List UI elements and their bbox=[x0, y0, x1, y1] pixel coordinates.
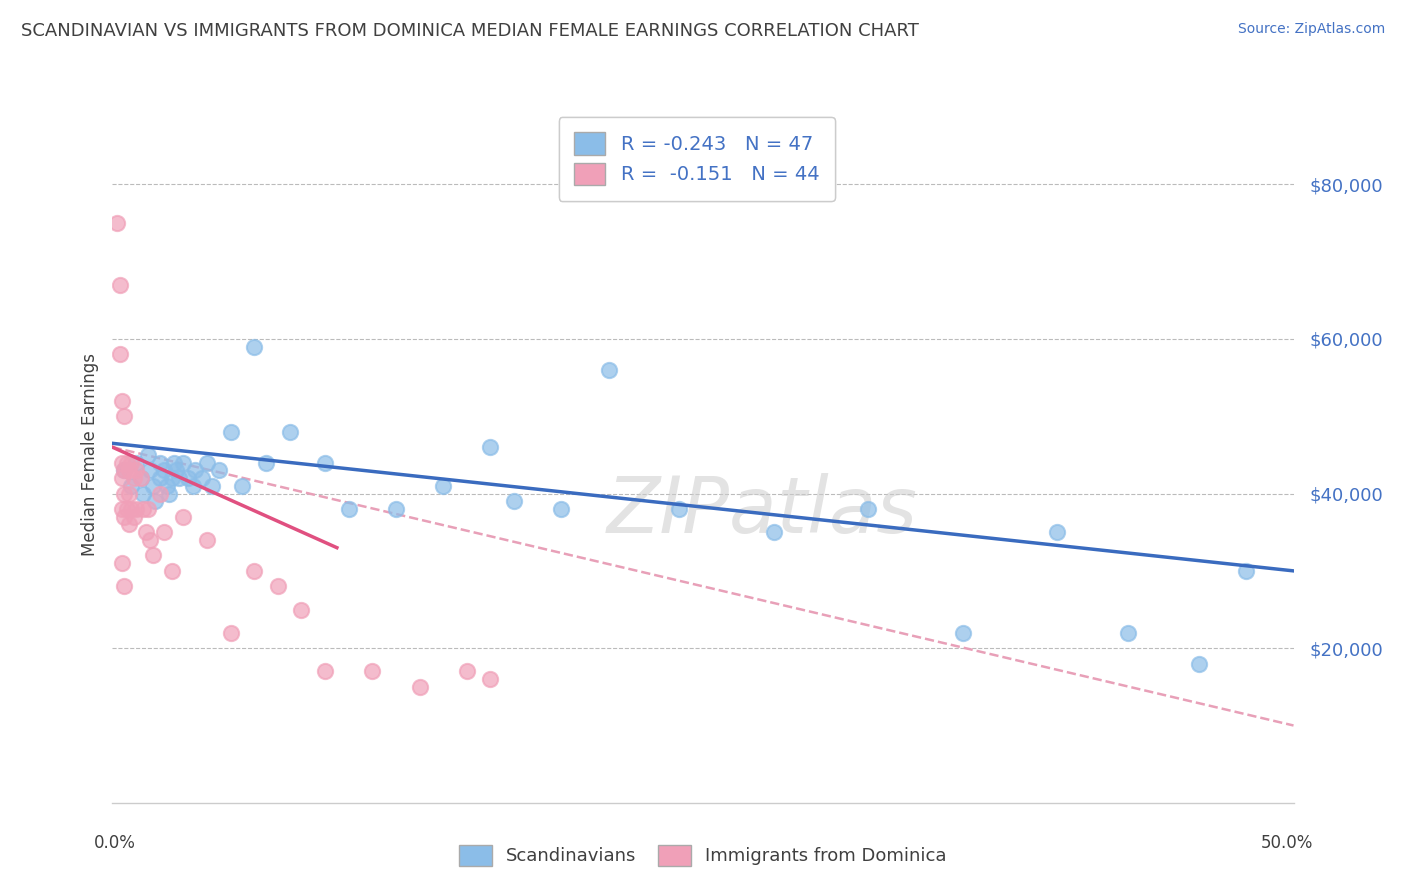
Point bbox=[314, 456, 336, 470]
Point bbox=[1234, 564, 1257, 578]
Point bbox=[111, 393, 134, 408]
Point bbox=[479, 672, 502, 686]
Point bbox=[361, 665, 384, 679]
Point bbox=[112, 579, 135, 593]
Point bbox=[153, 463, 176, 477]
Point bbox=[153, 525, 176, 540]
Point bbox=[201, 479, 224, 493]
Point bbox=[112, 463, 135, 477]
Point bbox=[157, 486, 180, 500]
Y-axis label: Median Female Earnings: Median Female Earnings bbox=[80, 353, 98, 557]
Point bbox=[111, 456, 134, 470]
Point bbox=[105, 216, 128, 230]
Point bbox=[149, 486, 172, 500]
Point bbox=[108, 347, 131, 361]
Point bbox=[122, 471, 145, 485]
Point bbox=[149, 456, 172, 470]
Point bbox=[195, 533, 218, 547]
Point bbox=[191, 471, 214, 485]
Text: Source: ZipAtlas.com: Source: ZipAtlas.com bbox=[1237, 22, 1385, 37]
Point bbox=[139, 463, 162, 477]
Point bbox=[337, 502, 360, 516]
Point bbox=[120, 479, 142, 493]
Point bbox=[231, 479, 253, 493]
Point bbox=[129, 471, 152, 485]
Point bbox=[172, 509, 194, 524]
Point bbox=[278, 425, 301, 439]
Point bbox=[142, 549, 165, 563]
Point bbox=[243, 564, 266, 578]
Point bbox=[156, 479, 179, 493]
Point bbox=[184, 463, 207, 477]
Point bbox=[181, 479, 204, 493]
Point bbox=[149, 471, 172, 485]
Point bbox=[160, 471, 183, 485]
Point bbox=[111, 471, 134, 485]
Point bbox=[132, 486, 155, 500]
Point bbox=[120, 502, 142, 516]
Point bbox=[112, 409, 135, 424]
Point bbox=[143, 494, 166, 508]
Point bbox=[858, 502, 880, 516]
Point bbox=[195, 456, 218, 470]
Point bbox=[208, 463, 231, 477]
Point bbox=[136, 502, 159, 516]
Point bbox=[112, 486, 135, 500]
Legend: R = -0.243   N = 47, R =  -0.151   N = 44: R = -0.243 N = 47, R = -0.151 N = 44 bbox=[558, 117, 835, 201]
Point bbox=[177, 471, 200, 485]
Point bbox=[129, 471, 152, 485]
Point bbox=[243, 340, 266, 354]
Point bbox=[550, 502, 572, 516]
Point bbox=[125, 456, 148, 470]
Point bbox=[254, 456, 277, 470]
Point bbox=[456, 665, 478, 679]
Point bbox=[125, 502, 148, 516]
Point bbox=[1116, 625, 1139, 640]
Point bbox=[1188, 657, 1211, 671]
Point bbox=[503, 494, 526, 508]
Point bbox=[112, 463, 135, 477]
Point bbox=[598, 363, 620, 377]
Point bbox=[314, 665, 336, 679]
Point bbox=[120, 456, 142, 470]
Point bbox=[111, 556, 134, 570]
Point bbox=[111, 502, 134, 516]
Point bbox=[163, 456, 186, 470]
Point bbox=[219, 625, 242, 640]
Text: SCANDINAVIAN VS IMMIGRANTS FROM DOMINICA MEDIAN FEMALE EARNINGS CORRELATION CHAR: SCANDINAVIAN VS IMMIGRANTS FROM DOMINICA… bbox=[21, 22, 920, 40]
Point bbox=[668, 502, 690, 516]
Point bbox=[408, 680, 430, 694]
Point bbox=[290, 602, 312, 616]
Point bbox=[118, 517, 141, 532]
Point bbox=[267, 579, 290, 593]
Legend: Scandinavians, Immigrants from Dominica: Scandinavians, Immigrants from Dominica bbox=[447, 832, 959, 879]
Point bbox=[115, 502, 138, 516]
Point bbox=[122, 509, 145, 524]
Point bbox=[136, 448, 159, 462]
Text: 0.0%: 0.0% bbox=[94, 834, 136, 852]
Point bbox=[160, 564, 183, 578]
Text: 50.0%: 50.0% bbox=[1260, 834, 1313, 852]
Point bbox=[108, 277, 131, 292]
Point bbox=[762, 525, 785, 540]
Point bbox=[142, 479, 165, 493]
Text: ZIPatlas: ZIPatlas bbox=[606, 473, 918, 549]
Point bbox=[112, 509, 135, 524]
Point bbox=[165, 463, 187, 477]
Point bbox=[952, 625, 974, 640]
Point bbox=[167, 471, 190, 485]
Point bbox=[1046, 525, 1069, 540]
Point bbox=[219, 425, 242, 439]
Point bbox=[118, 463, 141, 477]
Point bbox=[172, 456, 194, 470]
Point bbox=[135, 525, 157, 540]
Point bbox=[432, 479, 454, 493]
Point bbox=[139, 533, 162, 547]
Point bbox=[118, 486, 141, 500]
Point bbox=[479, 440, 502, 454]
Point bbox=[132, 502, 155, 516]
Point bbox=[385, 502, 408, 516]
Point bbox=[125, 463, 148, 477]
Point bbox=[115, 456, 138, 470]
